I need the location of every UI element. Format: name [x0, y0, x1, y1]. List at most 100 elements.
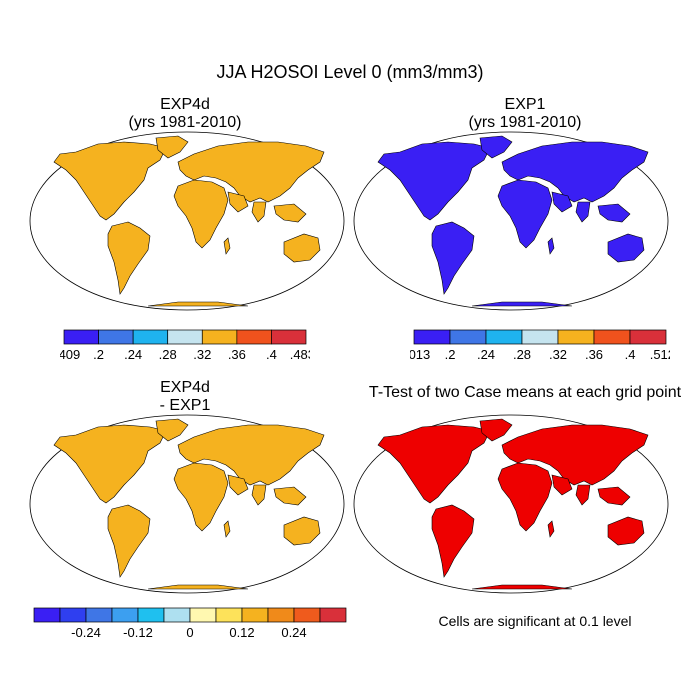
main-title: JJA H2OSOI Level 0 (mm3/mm3) — [216, 62, 484, 82]
continent-australia — [283, 516, 321, 546]
colorbar-difference: -0.24 -0.12 0 0.12 0.24 — [33, 607, 347, 640]
map-panel-difference — [29, 414, 345, 594]
colorbar-tick-label: -0.24 — [71, 625, 101, 640]
colorbar-swatch — [413, 329, 451, 345]
colorbar-tick-label: 0.12 — [229, 625, 254, 640]
colorbar-swatch — [167, 329, 203, 345]
colorbar-swatch — [111, 607, 139, 623]
colorbar-swatch — [215, 607, 243, 623]
continent-greenland — [479, 135, 513, 159]
continent-north-america — [53, 424, 167, 504]
map-panel-ttest — [353, 414, 669, 594]
colorbar-swatch — [267, 607, 295, 623]
colorbar-tick-label: .4 — [266, 347, 277, 362]
colorbar-swatch — [132, 329, 169, 345]
map-panel-exp1 — [353, 131, 669, 311]
colorbar-tick-label: .1409 — [60, 347, 80, 362]
map-panel-exp4d — [29, 131, 345, 311]
continent-se-asia — [273, 203, 307, 223]
panel-title-ttest: T-Test of two Case means at each grid po… — [368, 384, 682, 401]
colorbar-tick-label: .28 — [513, 347, 531, 362]
colorbar-swatch — [189, 607, 217, 623]
continent-australia — [607, 233, 645, 263]
colorbar-swatch — [33, 607, 61, 623]
continent-australia — [607, 516, 645, 546]
panel-title-line2: (yrs 1981-2010) — [128, 114, 242, 131]
continent-arabia — [551, 191, 573, 213]
continent-north-america — [377, 424, 491, 504]
continent-antarctica — [471, 301, 573, 307]
colorbar-tick-label: 0 — [186, 625, 193, 640]
continent-antarctica — [147, 301, 249, 307]
colorbar-swatch — [521, 329, 559, 345]
continent-eurasia — [177, 424, 325, 486]
continent-arabia — [551, 474, 573, 496]
continent-eurasia — [177, 141, 325, 203]
panel-title-line2: (yrs 1981-2010) — [468, 114, 582, 131]
continent-africa — [173, 179, 229, 249]
continent-greenland — [155, 418, 189, 442]
panel-title-exp4d: EXP4d (yrs 1981-2010) — [60, 96, 310, 132]
continent-se-asia — [597, 486, 631, 506]
continent-madagascar — [547, 520, 555, 538]
colorbar-exp4d: .1409 .2 .24 .28 .32 .36 .4 .4831 — [60, 329, 310, 362]
colorbar-tick-label: .4831 — [290, 347, 310, 362]
colorbar-tick-label: -0.12 — [123, 625, 153, 640]
continent-se-asia — [597, 203, 631, 223]
colorbar-tick-label: 0.24 — [281, 625, 306, 640]
panel-title-line1: EXP1 — [504, 96, 546, 113]
colorbar-swatch — [449, 329, 487, 345]
colorbar-swatch — [293, 607, 321, 623]
colorbar-swatch — [236, 329, 272, 345]
continent-arabia — [227, 191, 249, 213]
continent-australia — [283, 233, 321, 263]
colorbar-tick-label: .0013 — [410, 347, 430, 362]
colorbar-swatch — [485, 329, 523, 345]
continent-eurasia — [501, 424, 649, 486]
continent-antarctica — [147, 584, 249, 590]
continent-madagascar — [223, 237, 231, 255]
continent-south-america — [107, 221, 151, 295]
continent-africa — [497, 179, 553, 249]
continent-india — [251, 201, 267, 223]
continent-africa — [173, 462, 229, 532]
continent-north-america — [377, 141, 491, 221]
panel-title-line1: EXP4d — [160, 96, 210, 113]
colorbar-exp1: .0013 .2 .24 .28 .32 .36 .4 .5128 — [410, 329, 670, 362]
colorbar-tick-label: .32 — [549, 347, 567, 362]
continent-africa — [497, 462, 553, 532]
colorbar-swatch — [271, 329, 307, 345]
continent-se-asia — [273, 486, 307, 506]
colorbar-swatch — [319, 607, 347, 623]
panel-title-difference: EXP4d - EXP1 — [60, 379, 310, 415]
continent-south-america — [431, 221, 475, 295]
colorbar-tick-label: .4 — [625, 347, 636, 362]
continent-india — [575, 201, 591, 223]
continent-india — [575, 484, 591, 506]
continent-madagascar — [223, 520, 231, 538]
colorbar-swatch — [629, 329, 667, 345]
colorbar-swatch — [557, 329, 595, 345]
colorbar-tick-label: .32 — [193, 347, 211, 362]
panel-title-exp1: EXP1 (yrs 1981-2010) — [380, 96, 670, 132]
colorbar-tick-label: .2 — [445, 347, 456, 362]
continent-south-america — [107, 504, 151, 578]
continent-greenland — [479, 418, 513, 442]
colorbar-tick-label: .2 — [93, 347, 104, 362]
panel-title-line2: - EXP1 — [159, 397, 211, 414]
continent-madagascar — [547, 237, 555, 255]
significance-note: Cells are significant at 0.1 level — [438, 613, 632, 629]
continent-south-america — [431, 504, 475, 578]
colorbar-swatch — [63, 329, 99, 345]
colorbar-tick-label: .5128 — [650, 347, 670, 362]
colorbar-tick-label: .24 — [477, 347, 495, 362]
colorbar-tick-label: .36 — [585, 347, 603, 362]
colorbar-swatch — [593, 329, 631, 345]
continent-eurasia — [501, 141, 649, 203]
colorbar-swatch — [98, 329, 134, 345]
continent-antarctica — [471, 584, 573, 590]
continent-india — [251, 484, 267, 506]
continent-north-america — [53, 141, 167, 221]
colorbar-swatch — [137, 607, 165, 623]
colorbar-swatch — [241, 607, 269, 623]
